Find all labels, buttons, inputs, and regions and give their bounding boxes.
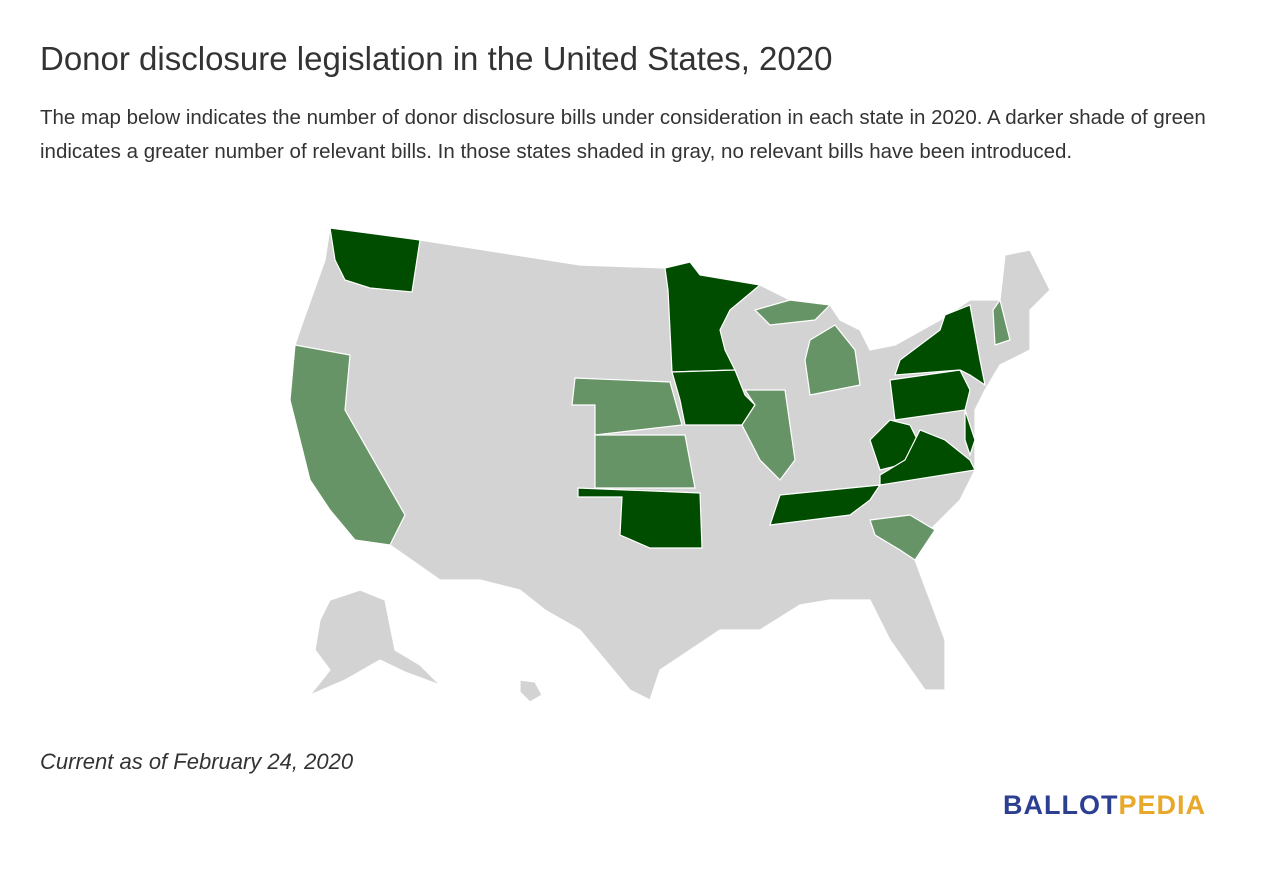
alaska — [309, 589, 441, 696]
state — [594, 434, 696, 489]
state — [664, 261, 762, 373]
state — [869, 514, 936, 561]
description: The map below indicates the number of do… — [40, 106, 1206, 163]
state — [879, 429, 976, 486]
logo-text: BALLOT — [1003, 790, 1119, 820]
title: Donor disclosure legislation in the Unit… — [40, 40, 833, 77]
hawaii — [519, 679, 543, 703]
logo: BALLOTPEDIA — [1003, 790, 1206, 821]
state — [894, 304, 986, 387]
state — [992, 298, 1011, 346]
state — [577, 487, 703, 549]
footnote: Current as of February 24, 2020 — [40, 749, 354, 774]
state — [804, 324, 861, 396]
state — [741, 389, 796, 481]
state — [289, 344, 406, 546]
state — [769, 484, 882, 526]
logo-text: PEDIA — [1118, 790, 1207, 820]
state — [329, 227, 421, 293]
state — [889, 369, 971, 421]
state — [753, 299, 832, 326]
state — [964, 409, 976, 457]
